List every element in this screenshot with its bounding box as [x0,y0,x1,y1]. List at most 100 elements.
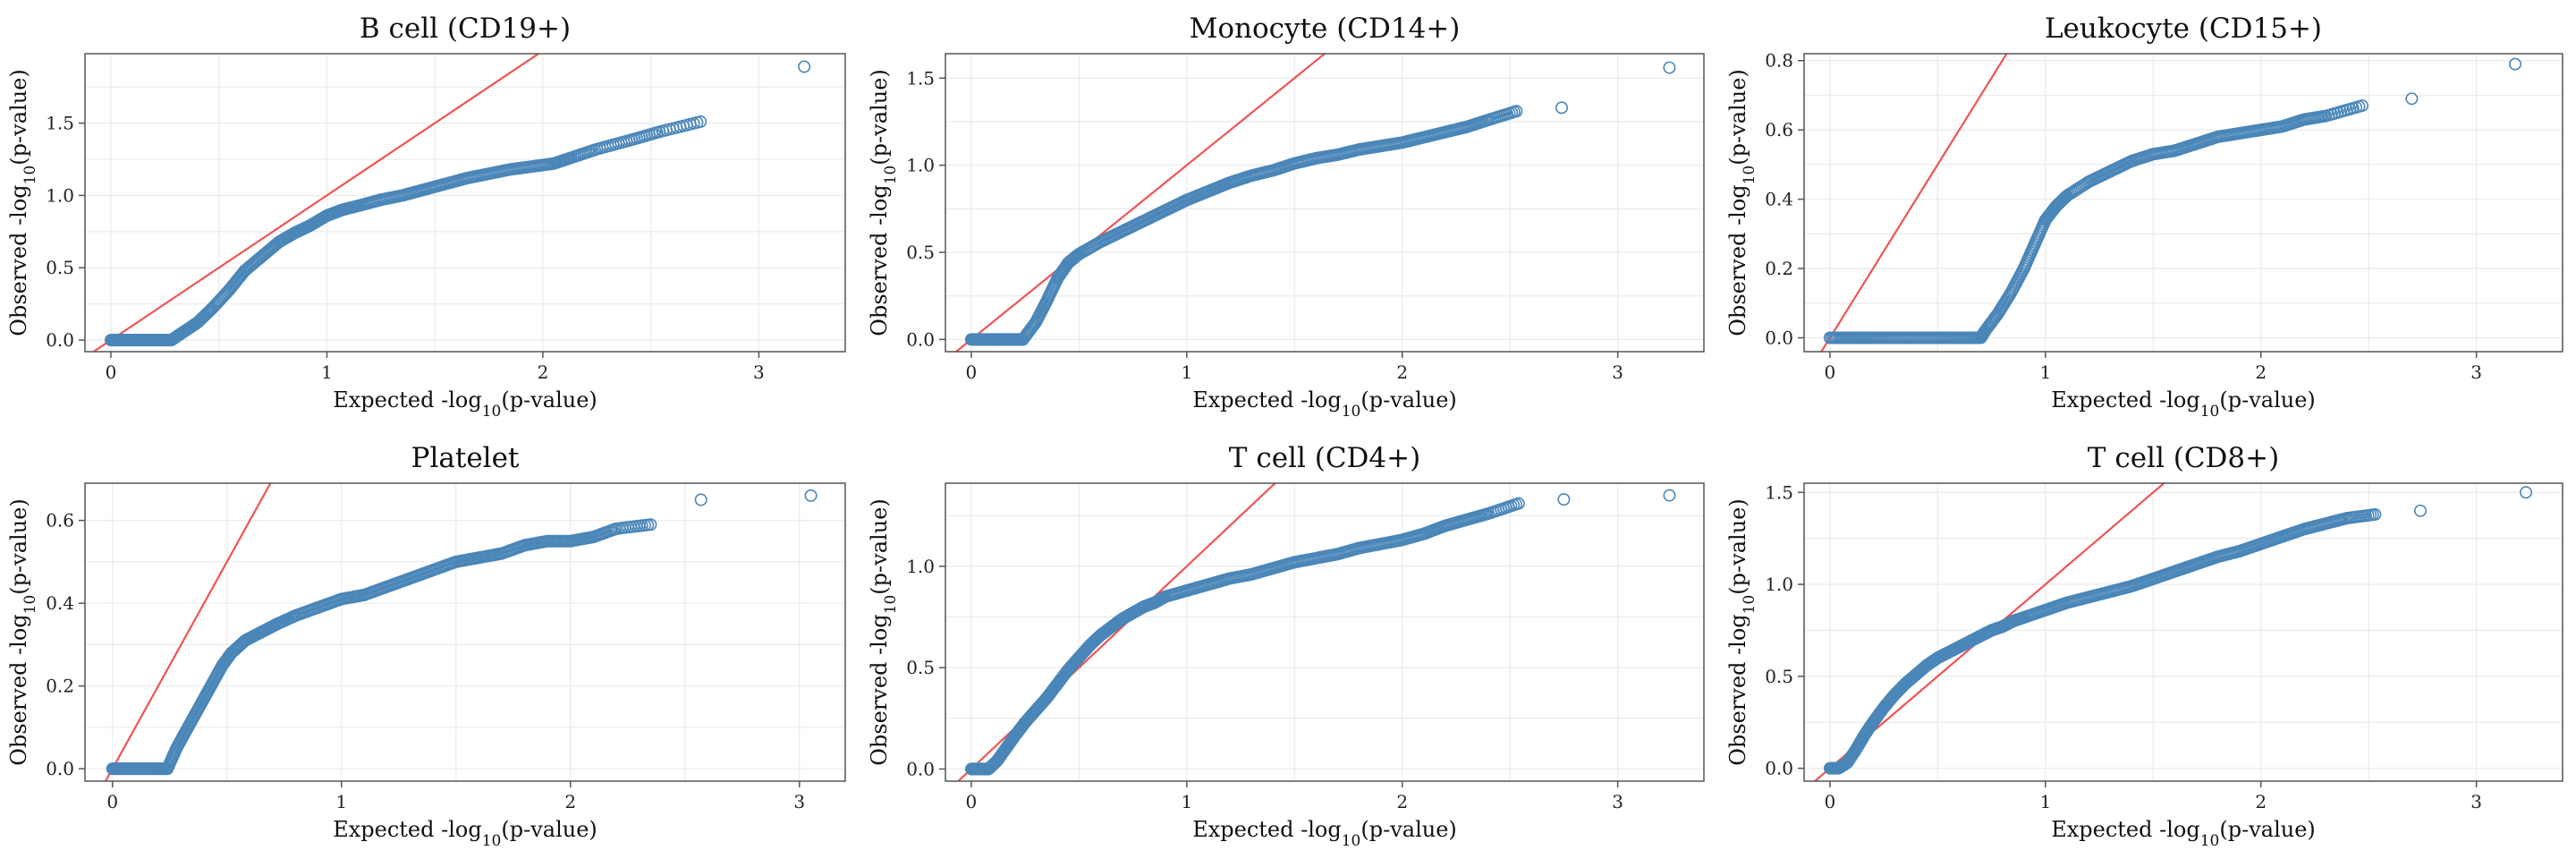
y-tick-label: 1.5 [46,113,74,134]
panel-6: 0 1 2 3 0.0 0.5 1.0 1.5 T cell (CD8+) Expected -l… [1725,442,2563,850]
y-tick-label: 0.8 [1765,50,1793,72]
panel-1: 0 1 2 3 0.0 0.5 1.0 1.5 B cell (CD19+) Expected -… [6,13,846,421]
y-tick-label: 0.2 [46,676,74,697]
y-axis-label: Observed -log10(p-value) [867,69,900,336]
x-tick-label: 3 [1612,791,1623,812]
data-point [1510,105,1523,118]
y-axis-label: Observed -log10(p-value) [867,498,900,765]
y-axis-label: Observed -log10(p-value) [1725,69,1758,336]
data-point [2414,504,2428,517]
x-tick-label: 2 [1396,361,1408,383]
y-tick-label: 0.0 [46,758,74,779]
x-tick-label: 0 [106,361,117,383]
y-tick-label: 0.0 [906,758,935,779]
data-point [1663,61,1676,74]
plot-background [945,483,1704,781]
x-axis-label: Expected -log10(p-value) [2051,817,2316,850]
panel-2: 0 1 2 3 0.0 0.5 1.0 1.5 Monocyte (CD14+) Expected… [867,13,1705,421]
panel-title: Monocyte (CD14+) [1190,13,1461,45]
y-tick-label: 0.0 [906,328,935,350]
data-point [798,60,811,73]
panel-title: T cell (CD8+) [2088,442,2279,474]
data-point [2520,486,2533,499]
panel-title: Platelet [411,442,520,474]
x-tick-label: 3 [753,361,765,383]
x-tick-label: 2 [2255,791,2267,812]
reference-line [104,483,272,781]
y-tick-label: 0.6 [46,510,74,532]
y-tick-label: 0.0 [46,329,74,351]
x-tick-label: 3 [1612,361,1623,383]
plot-background [945,54,1704,352]
x-axis-label: Expected -log10(p-value) [1192,387,1457,421]
y-tick-label: 0.5 [906,242,935,263]
data-point [1512,497,1525,510]
y-tick-label: 0.5 [46,257,74,278]
y-tick-label: 0.5 [906,657,935,678]
y-tick-label: 0.0 [1765,327,1793,349]
x-axis-label: Expected -log10(p-value) [2051,387,2316,421]
panel-5: 0 1 2 3 0.0 0.5 1.0 T cell (CD4+) Expected -log1… [867,442,1705,850]
y-axis-label: Observed -log10(p-value) [1725,498,1758,765]
data-point [644,518,657,532]
x-tick-label: 3 [2470,791,2482,812]
plot-frame [945,53,1705,353]
panel-4: 0 1 2 3 0.0 0.2 0.4 0.6 Platelet Expected -log10(… [6,442,846,850]
plot-background [85,483,845,781]
data-point [2355,99,2368,113]
x-tick-label: 2 [564,791,576,812]
data-point [1663,489,1676,502]
y-tick-label: 0.4 [1765,189,1793,210]
x-tick-label: 0 [1825,361,1836,383]
x-tick-label: 3 [793,791,805,812]
plot-frame [945,482,1705,782]
data-point [1557,493,1571,506]
data-point [694,493,708,506]
data-point [694,115,708,128]
reference-line [1819,54,2008,352]
x-tick-label: 1 [335,791,347,812]
panel-title: T cell (CD4+) [1229,442,1420,474]
y-tick-label: 1.0 [906,155,935,176]
panel-title: Leukocyte (CD15+) [2045,13,2322,45]
x-tick-label: 0 [966,361,978,383]
plot-background [85,54,845,352]
y-tick-label: 0.4 [46,592,74,614]
plot-background [1804,54,2563,352]
data-point [2405,92,2419,106]
plot-frame [1803,482,2563,782]
data-point [804,489,818,502]
x-tick-label: 3 [2470,361,2482,383]
y-tick-label: 1.5 [906,67,935,89]
x-tick-label: 2 [538,361,549,383]
y-tick-label: 1.0 [906,556,935,577]
x-tick-label: 2 [1396,791,1408,812]
x-tick-label: 0 [106,791,118,812]
y-tick-label: 1.0 [1765,574,1793,595]
plot-background [1804,483,2563,781]
plot-frame [84,482,846,782]
data-point [1555,101,1569,115]
panel-title: B cell (CD19+) [360,13,571,45]
x-tick-label: 0 [1825,791,1836,812]
x-axis-label: Expected -log10(p-value) [333,387,597,421]
x-tick-label: 0 [966,791,978,812]
x-axis-label: Expected -log10(p-value) [333,817,597,850]
y-tick-label: 0.0 [1765,758,1793,779]
x-tick-label: 1 [2039,361,2051,383]
y-tick-label: 1.5 [1765,481,1793,503]
data-point [2368,507,2382,521]
y-tick-label: 1.0 [46,184,74,206]
y-axis-label: Observed -log10(p-value) [6,498,39,765]
x-tick-label: 2 [2255,361,2267,383]
data-point [2509,57,2522,71]
plot-frame [84,53,846,353]
reference-line [1813,483,2166,781]
x-tick-label: 1 [1181,361,1192,383]
y-tick-label: 0.2 [1765,258,1793,279]
x-tick-label: 1 [2039,791,2051,812]
plot-frame [1803,53,2563,353]
reference-line [91,54,541,352]
x-tick-label: 1 [1181,791,1192,812]
